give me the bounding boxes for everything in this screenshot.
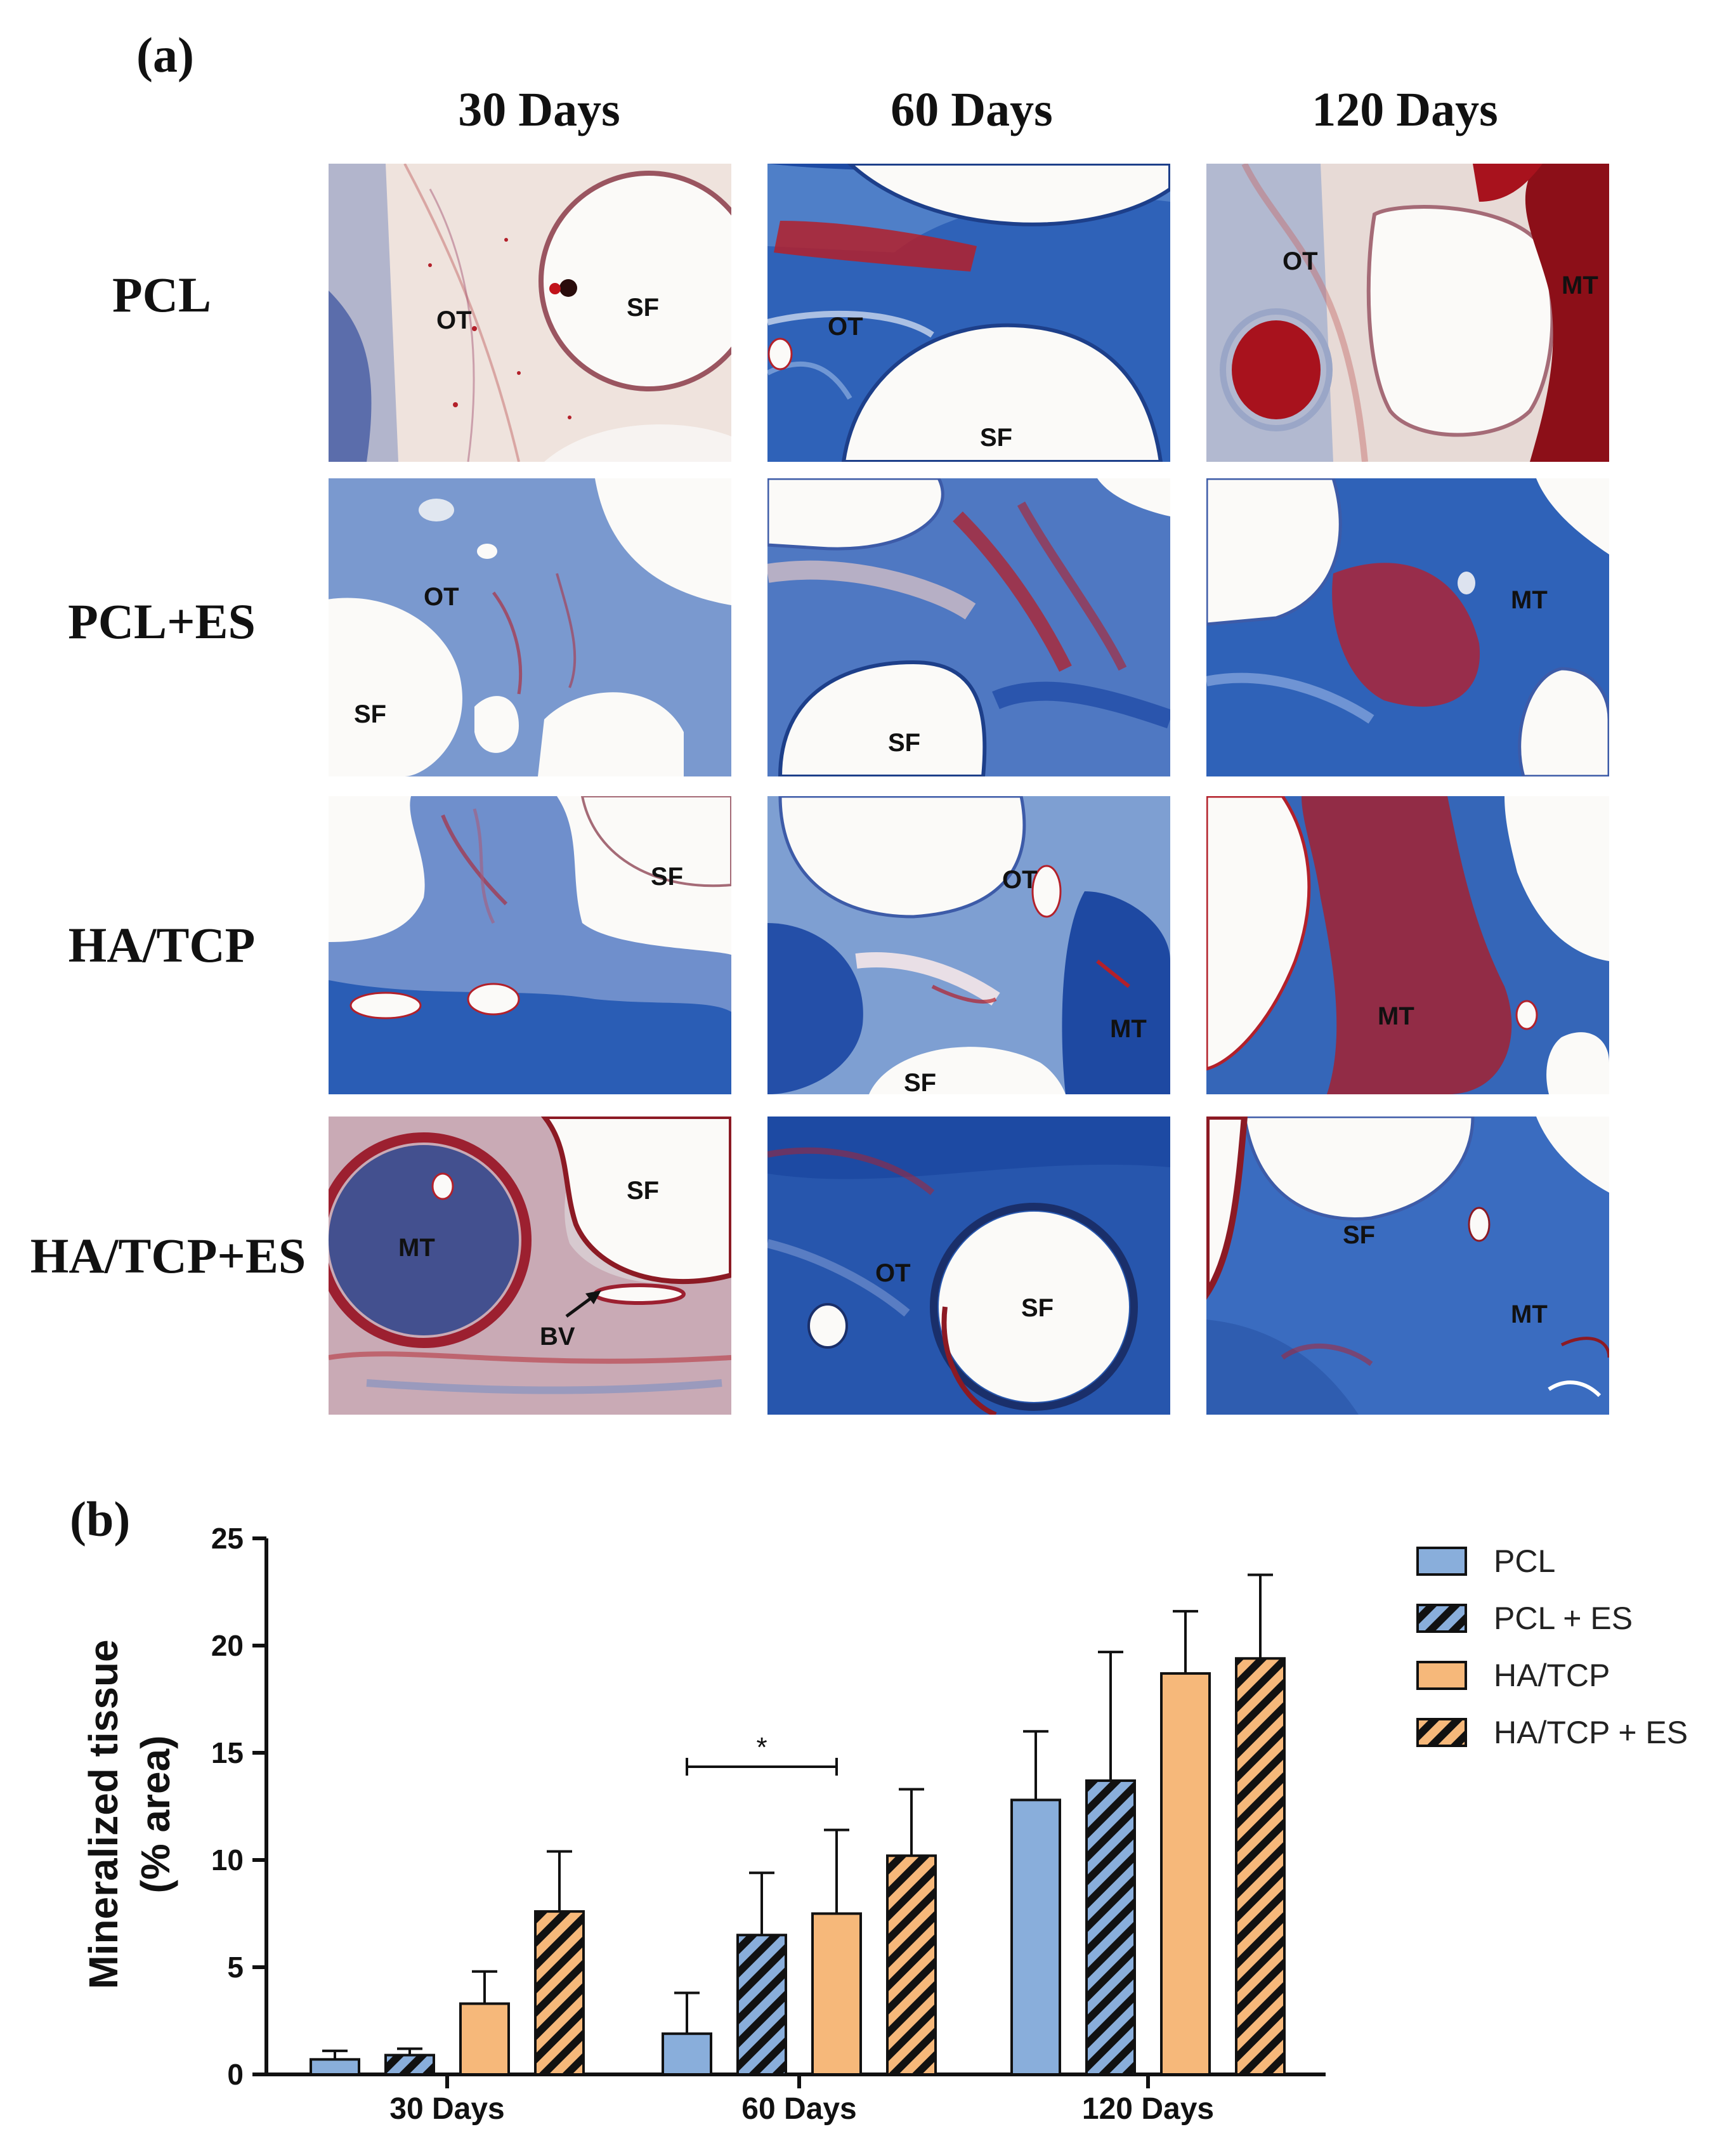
y-tick-label: 10 xyxy=(211,1843,244,1876)
y-axis-label: Mineralized tissue (% area) xyxy=(81,1639,178,1989)
bar xyxy=(811,1912,862,2076)
row-header-ha-tcp: HA/TCP xyxy=(68,917,256,972)
tissue-label-sf: SF xyxy=(888,729,921,757)
micrograph-ha-tcp-30-days: SF xyxy=(329,796,731,1094)
y-tick-label: 15 xyxy=(211,1736,244,1769)
chart-bars: * xyxy=(310,1573,1286,2076)
micrograph-ha-tcp-es-30-days: SF MT BV xyxy=(329,1117,731,1415)
tissue-label-ot: OT xyxy=(424,583,459,611)
tissue-label-mt: MT xyxy=(1110,1015,1147,1043)
tissue-label-mt: MT xyxy=(1511,1300,1548,1328)
bar xyxy=(1235,1657,1286,2076)
x-tick-label: 30 Days xyxy=(389,2092,504,2126)
row-header-pcl: PCL xyxy=(112,267,211,322)
tissue-label-ot: OT xyxy=(1282,247,1318,275)
column-header-30-days: 30 Days xyxy=(458,83,620,136)
micrograph-ha-tcp-es-60-days: OT SF xyxy=(767,1117,1170,1415)
tissue-label-sf: SF xyxy=(627,294,660,322)
tissue-label-sf: SF xyxy=(1343,1221,1376,1249)
row-header-pcl-es: PCL+ES xyxy=(68,594,256,649)
tissue-label-sf: SF xyxy=(1021,1294,1054,1322)
x-tick-label: 60 Days xyxy=(741,2092,856,2126)
tissue-label-ot: OT xyxy=(828,313,863,341)
micrograph-ha-tcp-es-120-days: SF MT xyxy=(1206,1117,1609,1415)
tissue-label-sf: SF xyxy=(627,1177,660,1205)
tissue-label-bv: BV xyxy=(540,1323,575,1351)
significance-star: * xyxy=(756,1732,767,1763)
tissue-label-mt: MT xyxy=(398,1234,435,1262)
micrograph-pcl-120-days: OT MT xyxy=(1206,164,1609,462)
chart-legend: PCL PCL + ES HA/TCP HA/TCP + ES xyxy=(1416,1543,1688,1750)
bar xyxy=(534,1910,585,2076)
tissue-label-mt: MT xyxy=(1562,272,1598,299)
bar xyxy=(1085,1779,1136,2076)
bar xyxy=(459,2002,510,2076)
legend-swatch xyxy=(1416,1547,1467,1576)
x-tick-label: 120 Days xyxy=(1082,2092,1214,2126)
panel-b-letter: (b) xyxy=(70,1491,131,1547)
micrograph-pcl-es-30-days: OT SF xyxy=(329,478,731,776)
bar xyxy=(886,1854,937,2076)
tissue-label-ot: OT xyxy=(875,1259,911,1287)
micrograph-pcl-es-60-days: SF xyxy=(767,478,1170,776)
tissue-label-sf: SF xyxy=(904,1069,937,1094)
legend-label: HA/TCP xyxy=(1494,1658,1610,1693)
bar xyxy=(384,2053,435,2076)
tissue-label-mt: MT xyxy=(1511,586,1548,614)
y-tick-label: 0 xyxy=(227,2058,244,2091)
micrograph-ha-tcp-60-days: OT MT SF xyxy=(767,796,1170,1094)
row-header-ha-tcp-es: HA/TCP+ES xyxy=(30,1228,306,1283)
y-tick-label: 5 xyxy=(227,1951,244,1984)
legend-swatch xyxy=(1416,1604,1467,1633)
micrograph-pcl-30-days: OT SF xyxy=(329,164,731,462)
column-header-60-days: 60 Days xyxy=(891,83,1053,136)
tissue-label-mt: MT xyxy=(1378,1002,1414,1030)
micrograph-pcl-es-120-days: MT xyxy=(1206,478,1609,776)
legend-label: PCL xyxy=(1494,1543,1555,1579)
bar xyxy=(662,2032,712,2076)
column-header-120-days: 120 Days xyxy=(1312,83,1498,136)
mineralized-tissue-bar-chart: 0 5 10 15 20 25 Mineralized tissue (% area) 30 D… xyxy=(81,1522,1688,2126)
legend-label: PCL + ES xyxy=(1494,1601,1633,1636)
legend-swatch xyxy=(1416,1661,1467,1690)
tissue-label-sf: SF xyxy=(354,700,387,728)
bar xyxy=(736,1934,787,2076)
y-tick-label: 20 xyxy=(211,1629,244,1662)
tissue-label-sf: SF xyxy=(980,424,1013,452)
micrograph-pcl-60-days: OT SF xyxy=(767,164,1170,462)
tissue-label-sf: SF xyxy=(651,863,684,891)
chart-axes: 0 5 10 15 20 25 Mineralized tissue (% area) 30 D… xyxy=(81,1522,1326,2126)
micrograph-ha-tcp-120-days: MT xyxy=(1206,796,1609,1094)
legend-swatch xyxy=(1416,1718,1467,1747)
legend-label: HA/TCP + ES xyxy=(1494,1715,1688,1750)
y-tick-label: 25 xyxy=(211,1522,244,1555)
tissue-label-ot: OT xyxy=(436,306,472,334)
tissue-label-ot: OT xyxy=(1002,866,1038,894)
bar xyxy=(1160,1672,1211,2076)
panel-a-letter: (a) xyxy=(136,27,194,82)
bar xyxy=(310,2058,360,2076)
bar xyxy=(1010,1798,1061,2076)
